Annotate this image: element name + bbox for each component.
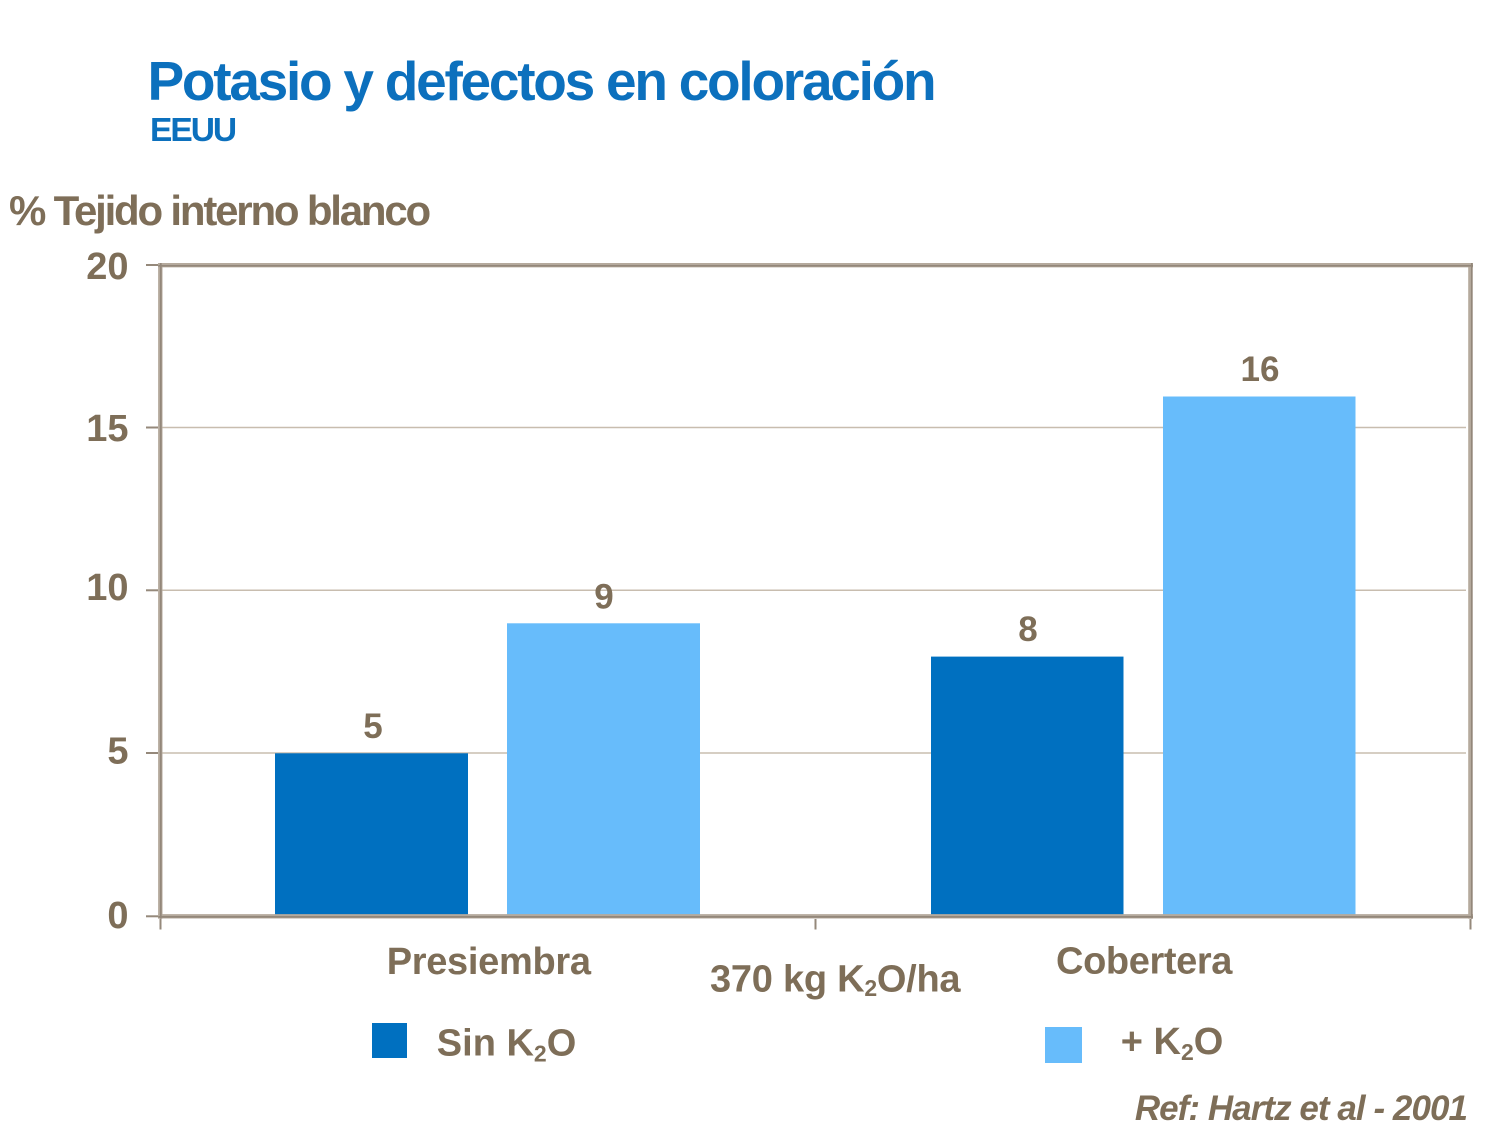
svg-text:370 kg K2O/ha: 370 kg K2O/ha <box>710 958 961 1001</box>
svg-text:20: 20 <box>86 246 128 288</box>
svg-text:15: 15 <box>86 408 128 450</box>
svg-text:Presiembra: Presiembra <box>387 941 592 983</box>
svg-text:5: 5 <box>107 731 128 773</box>
svg-text:8: 8 <box>1018 610 1037 649</box>
svg-text:5: 5 <box>363 707 382 746</box>
svg-text:EEUU: EEUU <box>150 112 236 149</box>
svg-text:Potasio y defectos en coloraci: Potasio y defectos en coloración <box>148 50 935 112</box>
svg-text:10: 10 <box>86 567 128 609</box>
svg-text:Sin K2O: Sin K2O <box>437 1022 576 1066</box>
svg-text:Cobertera: Cobertera <box>1056 941 1233 983</box>
svg-text:+ K2O: + K2O <box>1121 1021 1224 1065</box>
svg-text:Ref: Hartz et al - 2001: Ref: Hartz et al - 2001 <box>1135 1089 1467 1125</box>
svg-text:16: 16 <box>1241 350 1280 389</box>
svg-text:0: 0 <box>107 895 128 937</box>
svg-text:9: 9 <box>594 577 613 616</box>
svg-text:% Tejido interno blanco: % Tejido interno blanco <box>9 187 431 234</box>
